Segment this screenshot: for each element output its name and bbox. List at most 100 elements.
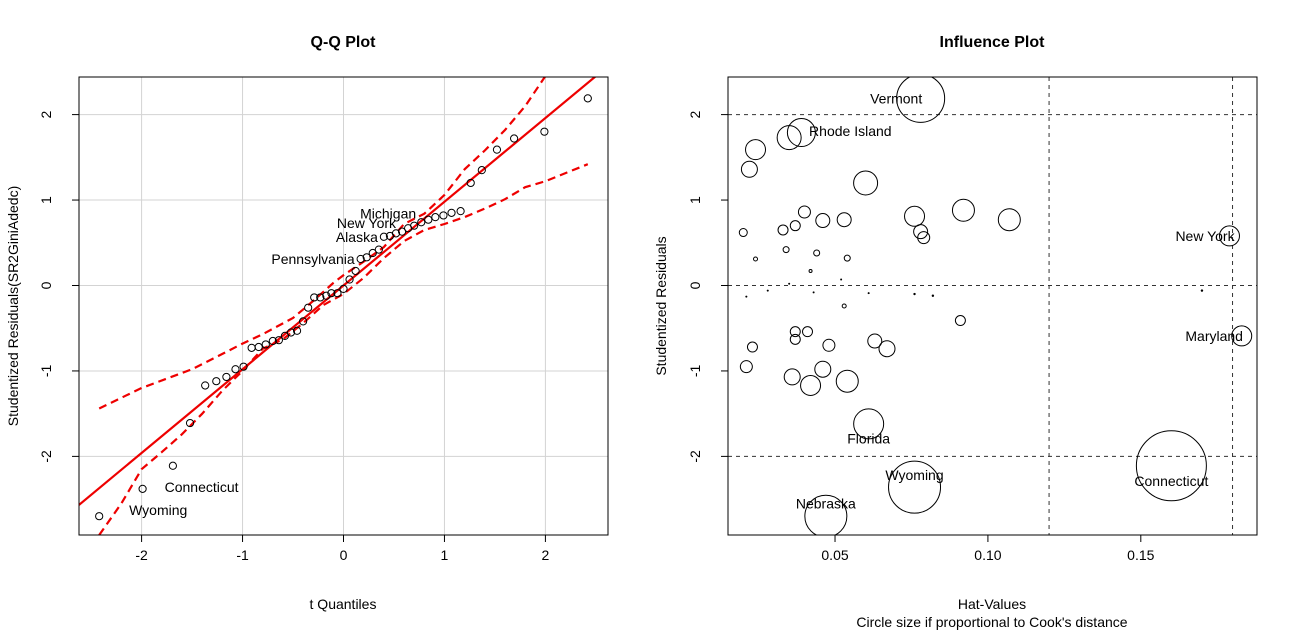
qq-point [280,331,290,341]
qq-x-tick-label: 0 [340,547,348,563]
qq-point [439,211,448,220]
influence-point [835,369,859,393]
influence-reference-lines [728,77,1257,535]
influence-point [997,208,1021,232]
qq-point [247,343,256,352]
qq-point [239,362,248,371]
influence-point [951,198,975,222]
qq-point [222,372,231,382]
influence-point [783,368,801,386]
influence-point [800,374,822,396]
influence-x-tick-label: 0.05 [821,547,848,563]
influence-point [740,160,758,178]
qq-point [316,293,325,302]
qq-point [268,336,277,346]
qq-y-axis-label: Studentized Residuals(SR2GiniAdedc) [5,186,21,426]
qq-point [466,178,475,188]
qq-point-label: Connecticut [165,479,239,495]
influence-y-tick-label: 1 [687,196,703,204]
qq-y-tick-label: 0 [38,281,54,289]
influence-point [913,292,916,296]
qq-plot-panel: Q-Q Plot t Quantiles Studentized Residua… [5,34,609,612]
influence-point [841,303,847,309]
influence-point [867,292,870,295]
qq-y-tick-label: -2 [38,450,54,463]
qq-point [431,213,440,222]
qq-point [410,221,419,230]
influence-point [904,205,926,227]
qq-point [138,484,147,493]
influence-point [814,360,832,378]
influence-point [766,289,769,292]
influence-point [786,118,816,148]
influence-point [843,254,851,262]
qq-point [212,377,221,386]
qq-x-tick-label: -2 [135,547,148,563]
qq-point [379,232,388,241]
influence-point [789,326,801,338]
qq-point [95,512,104,521]
qq-y-tick-label: 2 [38,110,54,118]
qq-point [456,207,465,216]
influence-point [867,333,883,349]
qq-point [254,342,263,352]
qq-point [345,275,354,284]
influence-point [878,340,896,358]
influence-x-axis-label: Hat-Values [958,596,1026,612]
qq-x-axis-label: t Quantiles [310,596,377,612]
influence-y-tick-label: 2 [687,110,703,118]
influence-point [836,212,852,228]
influence-point-label: Maryland [1185,328,1243,344]
influence-point [888,460,942,514]
influence-point-label: Vermont [870,90,922,106]
influence-point [738,228,748,238]
qq-point [274,336,283,345]
influence-point [813,249,821,257]
influence-point-label: Connecticut [1134,473,1208,489]
qq-point [292,326,302,335]
influence-point-label: Florida [847,430,890,446]
influence-axes: 0.05 0.10 0.15 -2 -1 0 1 2 [687,110,1155,563]
qq-point [333,289,342,298]
influence-y-tick-label: -2 [687,450,703,463]
qq-y-tick-label: 1 [38,196,54,204]
qq-point [391,229,401,238]
qq-axes: -2 -1 0 1 2 -2 -1 0 1 2 [38,110,550,563]
qq-point [492,145,502,154]
influence-point [1218,225,1240,247]
influence-point [815,213,831,229]
qq-point [368,248,377,258]
influence-plot-panel: Influence Plot Hat-Values Circle size if… [653,34,1258,630]
influence-point [788,282,791,285]
influence-y-tick-label: 0 [687,281,703,289]
influence-point [1231,325,1253,347]
influence-point [753,256,759,262]
qq-point [261,340,270,349]
influence-plot-title: Influence Plot [940,34,1046,51]
qq-point [397,227,407,236]
influence-x-axis-sublabel: Circle size if proportional to Cook's di… [856,614,1127,630]
qq-point [447,208,456,217]
influence-point [797,205,811,219]
qq-point [374,245,383,254]
qq-point-label: Pennsylvania [271,251,354,267]
influence-point [1200,289,1204,292]
qq-point [286,328,296,337]
qq-point [185,418,195,428]
qq-point-label: Wyoming [129,502,187,518]
influence-x-tick-label: 0.10 [974,547,1001,563]
influence-point [777,224,789,236]
qq-point [304,303,313,312]
influence-point [1135,430,1207,502]
influence-point [840,278,843,281]
qq-point-label: Michigan [360,206,416,222]
qq-point [540,127,549,136]
qq-point [322,291,331,300]
influence-point [812,291,815,294]
influence-point [853,408,885,440]
influence-y-axis-label: Studentized Residuals [653,236,669,375]
qq-point [201,381,210,390]
influence-point [802,326,814,338]
qq-point [510,134,519,143]
influence-point-label: Nebraska [796,495,856,511]
